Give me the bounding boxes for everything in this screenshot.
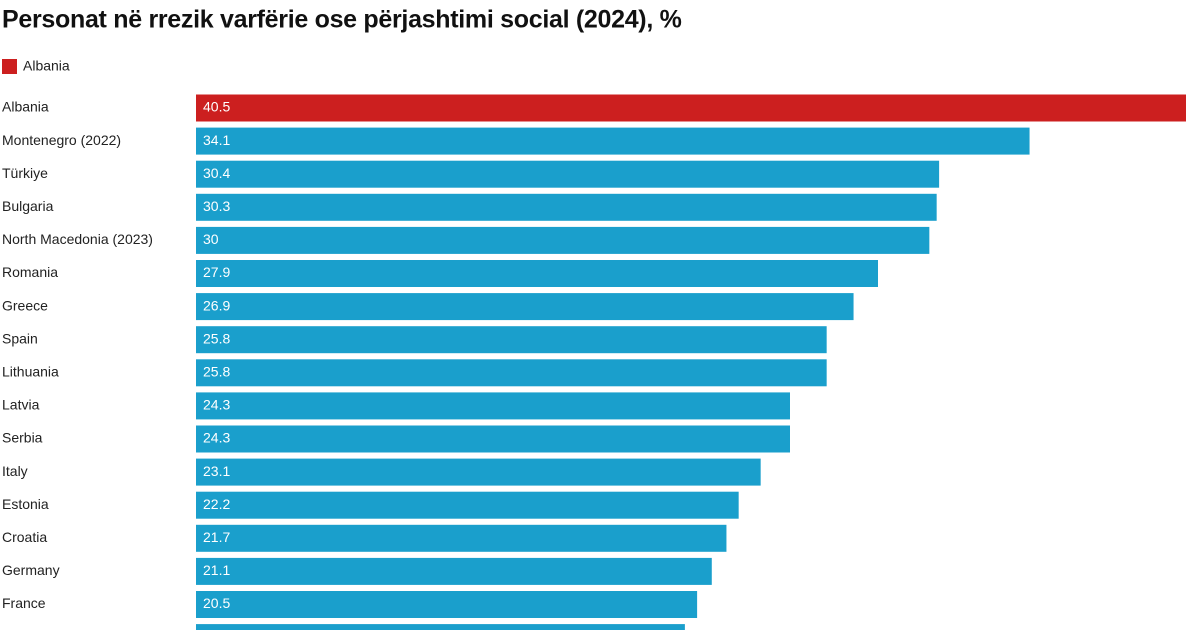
value-label: 25.8 xyxy=(203,364,230,380)
category-label: North Macedonia (2023) xyxy=(2,231,153,247)
value-label: 21.1 xyxy=(203,562,230,578)
chart-title: Personat në rrezik varfërie ose përjasht… xyxy=(2,6,682,34)
category-label: Albania xyxy=(2,99,49,115)
bar xyxy=(196,127,1030,155)
value-label: 24.3 xyxy=(203,430,230,446)
value-label: 27.9 xyxy=(203,264,230,280)
bar xyxy=(196,392,790,420)
value-label: 23.1 xyxy=(203,463,230,479)
category-label: Germany xyxy=(2,562,60,578)
category-label: Latvia xyxy=(2,397,40,413)
value-label: 20.5 xyxy=(203,595,230,611)
category-label: Italy xyxy=(2,463,28,479)
bar xyxy=(196,425,790,453)
category-label: Serbia xyxy=(2,430,43,446)
value-label: 40.5 xyxy=(203,99,230,115)
bar xyxy=(196,193,937,221)
value-label: 21.7 xyxy=(203,529,230,545)
value-label: 34.1 xyxy=(203,132,230,148)
value-label: 24.3 xyxy=(203,397,230,413)
bar xyxy=(196,491,739,519)
category-label: Croatia xyxy=(2,529,47,545)
legend-label: Albania xyxy=(23,58,70,74)
category-label: Bulgaria xyxy=(2,198,54,214)
value-label: 26.9 xyxy=(203,297,230,313)
value-label: 30 xyxy=(203,231,219,247)
value-label: 22.2 xyxy=(203,496,230,512)
category-label: Romania xyxy=(2,264,58,280)
value-label: 30.3 xyxy=(203,198,230,214)
bar xyxy=(196,326,827,354)
value-label: 30.4 xyxy=(203,165,230,181)
bar xyxy=(196,624,685,630)
bar xyxy=(196,260,878,287)
bar xyxy=(196,94,1186,122)
category-label: Spain xyxy=(2,330,38,346)
category-label: France xyxy=(2,595,46,611)
bar xyxy=(196,458,761,486)
bar xyxy=(196,591,698,618)
bar xyxy=(196,359,827,387)
category-label: Lithuania xyxy=(2,364,59,380)
category-label: Estonia xyxy=(2,496,49,512)
bar xyxy=(196,557,712,585)
legend-swatch xyxy=(2,59,17,74)
bar xyxy=(196,160,940,188)
category-label: Greece xyxy=(2,297,48,313)
category-label: Türkiye xyxy=(2,165,48,181)
category-label: Montenegro (2022) xyxy=(2,132,121,148)
value-label: 25.8 xyxy=(203,330,230,346)
bar xyxy=(196,293,854,321)
bar xyxy=(196,226,930,254)
bar xyxy=(196,524,727,552)
value-label: 20 xyxy=(203,628,219,630)
